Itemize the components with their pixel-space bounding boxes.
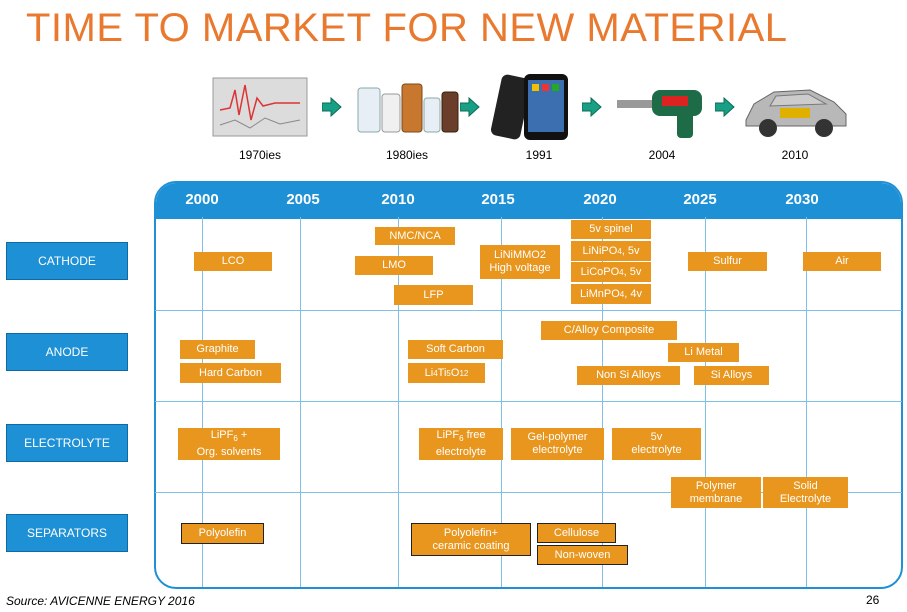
material-5v-spinel: 5v spinel [571, 220, 651, 239]
material-linimmo2: LiNiMMO2 High voltage [480, 245, 560, 279]
material-lipf6-free-electrolyte: LiPF6 free electrolyte [419, 428, 503, 460]
material-linipo4: LiNiPO 4, 5v [571, 241, 651, 261]
year-2010: 2010 [381, 191, 415, 208]
material-cellulose: Cellulose [537, 523, 616, 543]
gridline [705, 217, 706, 587]
lipf6free-suffix: free [463, 429, 486, 442]
material-soft-carbon: Soft Carbon [408, 340, 503, 359]
gridline [501, 217, 502, 587]
lto-ti-subscript: 5 [446, 368, 451, 378]
gridline [602, 217, 603, 587]
row-divider [155, 310, 902, 311]
lipf6-text: LiPF [210, 429, 234, 442]
timeline-header [156, 183, 901, 219]
arrow-right-icon [460, 97, 480, 117]
licopo4-subscript: 4 [619, 267, 624, 277]
lto-li: Li [424, 366, 434, 379]
lto-o: O [450, 366, 460, 379]
material-polyolefin: Polyolefin [181, 523, 264, 544]
material-lco: LCO [194, 252, 272, 271]
category-anode: ANODE [6, 333, 128, 371]
material-lipf6-org-solvents: LiPF6 + Org. solvents [178, 428, 280, 460]
arrow-right-icon [715, 97, 735, 117]
material-air: Air [803, 252, 881, 271]
limnpo4-suffix: , 4v [624, 287, 642, 300]
lipf6-subscript: 6 [233, 434, 238, 444]
material-polymer-membrane: Polymer membrane [671, 477, 761, 508]
linipo4-suffix: , 5v [621, 244, 640, 257]
material-lfp: LFP [394, 285, 473, 305]
category-cathode: CATHODE [6, 242, 128, 280]
year-2020: 2020 [583, 191, 617, 208]
category-separators: SEPARATORS [6, 514, 128, 552]
linipo4-text: LiNiPO [582, 244, 618, 257]
power-drill-icon [607, 70, 717, 145]
material-polyolefin-ceramic: Polyolefin+ ceramic coating [411, 523, 531, 556]
slide-title: TIME TO MARKET FOR NEW MATERIAL [26, 6, 788, 50]
chemical-bottles-icon [352, 70, 462, 145]
material-limnpo4: LiMnPO 4, 4v [571, 284, 651, 304]
material-nmc-nca: NMC/NCA [375, 227, 455, 245]
limnpo4-subscript: 4 [619, 289, 625, 299]
material-graphite: Graphite [180, 340, 255, 359]
lto-li-subscript: 4 [433, 368, 438, 378]
material-linimmo2-line1: LiNiMMO2 [494, 249, 546, 261]
source-caption: Source: AVICENNE ENERGY 2016 [6, 594, 195, 608]
material-hard-carbon: Hard Carbon [180, 363, 281, 383]
row-divider [155, 401, 902, 402]
year-2025: 2025 [683, 191, 717, 208]
material-lto: Li 4 Ti 5 O 12 [408, 363, 485, 383]
year-2000: 2000 [185, 191, 219, 208]
lipf6free-subscript: 6 [459, 434, 464, 444]
year-2005: 2005 [286, 191, 320, 208]
material-solid-electrolyte: Solid Electrolyte [763, 477, 848, 508]
spectrum-plot-icon [205, 70, 315, 145]
licopo4-text: LiCoPO [580, 265, 620, 278]
material-5v-electrolyte: 5v electrolyte [612, 428, 701, 460]
year-2030: 2030 [785, 191, 819, 208]
material-non-woven: Non-woven [537, 545, 628, 565]
arrow-right-icon [582, 97, 602, 117]
era-label-1991: 1991 [525, 148, 553, 162]
era-label-1980ies: 1980ies [385, 148, 429, 162]
material-non-si-alloys: Non Si Alloys [577, 366, 680, 385]
material-si-alloys: Si Alloys [694, 366, 769, 385]
material-linimmo2-line2: High voltage [489, 262, 551, 274]
material-sulfur: Sulfur [688, 252, 767, 271]
smartphone-icon [484, 70, 594, 145]
car-icon [740, 70, 850, 145]
licopo4-suffix: , 5v [623, 265, 642, 278]
material-gel-polymer-electrolyte: Gel-polymer electrolyte [511, 428, 604, 460]
lipf6-line2: Org. solvents [196, 445, 262, 458]
arrow-right-icon [322, 97, 342, 117]
material-lmo: LMO [355, 256, 433, 275]
material-li-metal: Li Metal [668, 343, 739, 362]
year-2015: 2015 [481, 191, 515, 208]
gridline [300, 217, 301, 587]
limnpo4-text: LiMnPO [580, 287, 620, 300]
page-number: 26 [866, 593, 880, 607]
lto-o-subscript: 12 [459, 368, 469, 378]
material-licopo4: LiCoPO 4, 5v [571, 262, 651, 282]
lipf6free-line1: LiPF6 free [436, 429, 485, 445]
linipo4-subscript: 4 [617, 246, 622, 256]
lipf6free-line2: electrolyte [435, 445, 487, 458]
lipf6-suffix: + [237, 429, 248, 442]
lto-ti: Ti [437, 366, 447, 379]
lipf6-line1: LiPF6 + [211, 429, 248, 445]
row-divider [155, 492, 902, 493]
material-c-alloy-composite: C/Alloy Composite [541, 321, 677, 340]
gridline [398, 217, 399, 587]
lipf6free-text: LiPF [436, 429, 460, 442]
gridline [202, 217, 203, 587]
era-label-2004: 2004 [648, 148, 676, 162]
category-electrolyte: ELECTROLYTE [6, 424, 128, 462]
gridline [806, 217, 807, 587]
era-label-1970ies: 1970ies [238, 148, 282, 162]
era-label-2010: 2010 [781, 148, 809, 162]
